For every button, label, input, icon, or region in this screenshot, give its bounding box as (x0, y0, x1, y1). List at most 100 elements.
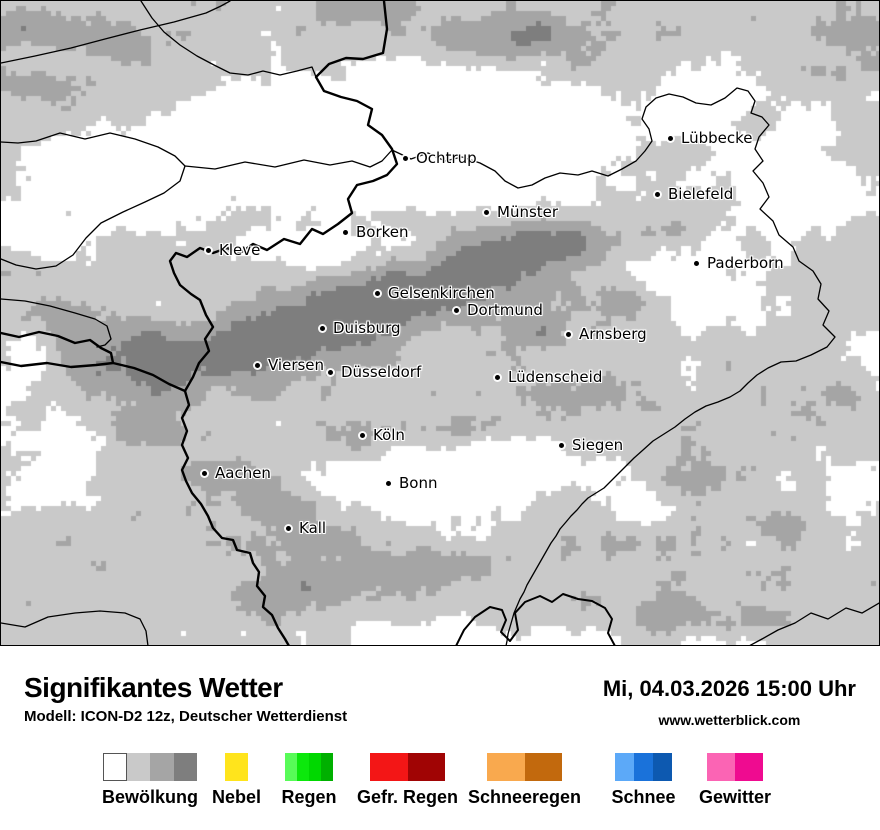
legend-swatch-cell (225, 753, 248, 781)
city-dot-icon (559, 442, 564, 448)
city-marker: Köln (360, 426, 405, 444)
legend-label: Schneeregen (467, 787, 582, 807)
legend-swatch-cell (297, 753, 309, 781)
legend-swatch-cell (173, 753, 197, 781)
city-dot-icon (668, 135, 673, 141)
border-line (1, 1, 231, 64)
city-label: Münster (497, 203, 559, 221)
city-label: Arnsberg (579, 325, 647, 343)
legend-group-regen: Regen (281, 753, 337, 807)
legend-swatch-cell (103, 753, 127, 781)
city-label: Gelsenkirchen (388, 284, 495, 302)
city-dot-icon (386, 480, 391, 486)
website-label: www.wetterblick.com (658, 712, 801, 728)
border-line (1, 298, 112, 348)
city-label: Viersen (268, 356, 325, 374)
city-marker: Paderborn (694, 254, 784, 272)
legend-swatch-cell (370, 753, 408, 781)
city-label: Siegen (572, 436, 624, 454)
model-label: Modell: ICON-D2 12z, Deutscher Wetterdie… (24, 708, 348, 725)
city-marker: Münster (484, 203, 558, 221)
legend-swatch-cell (524, 753, 562, 781)
legend-swatch-cell (615, 753, 634, 781)
legend-group-schnee: Schnee (611, 753, 676, 807)
legend-label: Schnee (611, 787, 676, 807)
city-dot-icon (566, 331, 571, 337)
city-marker: Aachen (202, 464, 271, 482)
legend-swatch-cell (487, 753, 525, 781)
city-marker: Kall (286, 519, 326, 537)
border-line (111, 361, 187, 393)
legend-label: Gefr. Regen (356, 787, 459, 807)
city-label: Duisburg (333, 319, 401, 337)
legend-swatch-cell (309, 753, 321, 781)
border-line (749, 602, 879, 645)
legend-label: Gewitter (698, 787, 772, 807)
legend-group-bew-lkung: Bewölkung (102, 753, 198, 807)
legend-swatch-cell (653, 753, 672, 781)
city-marker: Ochtrup (403, 149, 477, 167)
legend-label: Bewölkung (101, 787, 199, 807)
city-label: Lüdenscheid (508, 368, 603, 386)
city-dot-icon (328, 369, 333, 375)
map-footer: Signifikantes Wetter Modell: ICON-D2 12z… (0, 646, 880, 830)
legend-group-gewitter: Gewitter (699, 753, 771, 807)
city-label: Dortmund (467, 301, 543, 319)
legend-swatch-cell (707, 753, 735, 781)
legend-swatch-cell (407, 753, 445, 781)
city-dot-icon (360, 432, 365, 438)
city-dot-icon (255, 362, 260, 368)
city-label: Kall (299, 519, 327, 537)
legend-swatch-cell (321, 753, 333, 781)
legend-swatch (103, 753, 197, 781)
city-marker: Duisburg (320, 319, 401, 337)
legend-group-schneeregen: Schneeregen (468, 753, 581, 807)
city-label: Ochtrup (416, 149, 477, 167)
legend-swatch-cell (150, 753, 174, 781)
city-dot-icon (403, 155, 408, 161)
legend-swatch-cell (126, 753, 150, 781)
city-dot-icon (655, 191, 660, 197)
border-line (1, 330, 115, 369)
legend-swatch (370, 753, 445, 781)
legend-swatch (707, 753, 763, 781)
city-label: Köln (373, 426, 405, 444)
city-dot-icon (202, 470, 207, 476)
city-dot-icon (206, 247, 211, 253)
datetime-label: Mi, 04.03.2026 15:00 Uhr (602, 676, 856, 701)
city-marker: Bielefeld (655, 185, 733, 203)
city-marker: Kleve (206, 241, 260, 259)
city-label: Paderborn (707, 254, 784, 272)
city-dot-icon (343, 229, 348, 235)
border-line (391, 87, 836, 645)
legend-swatch (285, 753, 333, 781)
city-dot-icon (484, 209, 489, 215)
cloud-cover-layer (1, 1, 879, 645)
city-marker: Borken (343, 223, 409, 241)
city-marker: Arnsberg (566, 325, 647, 343)
city-label: Kleve (219, 241, 261, 259)
legend-swatch (225, 753, 248, 781)
border-line (168, 1, 399, 645)
city-dot-icon (320, 325, 325, 331)
city-marker: Viersen (255, 356, 324, 374)
border-line (184, 149, 393, 170)
legend: Bewölkung Nebel Regen Gefr. Regen Schneerege… (0, 646, 880, 830)
city-dot-icon (495, 374, 500, 380)
page-title: Signifikantes Wetter (24, 672, 283, 703)
border-line (1, 610, 149, 645)
city-dot-icon (375, 290, 380, 296)
border-line (140, 1, 317, 78)
legend-swatch (487, 753, 562, 781)
city-marker: Gelsenkirchen (375, 284, 495, 302)
city-dot-icon (286, 525, 291, 531)
border-line (455, 593, 616, 645)
city-label: Borken (356, 223, 409, 241)
legend-swatch-cell (735, 753, 763, 781)
legend-label: Nebel (211, 787, 262, 807)
city-dot-icon (694, 260, 699, 266)
city-label: Bonn (399, 474, 438, 492)
city-marker: Bonn (386, 474, 437, 492)
border-line (1, 132, 186, 270)
